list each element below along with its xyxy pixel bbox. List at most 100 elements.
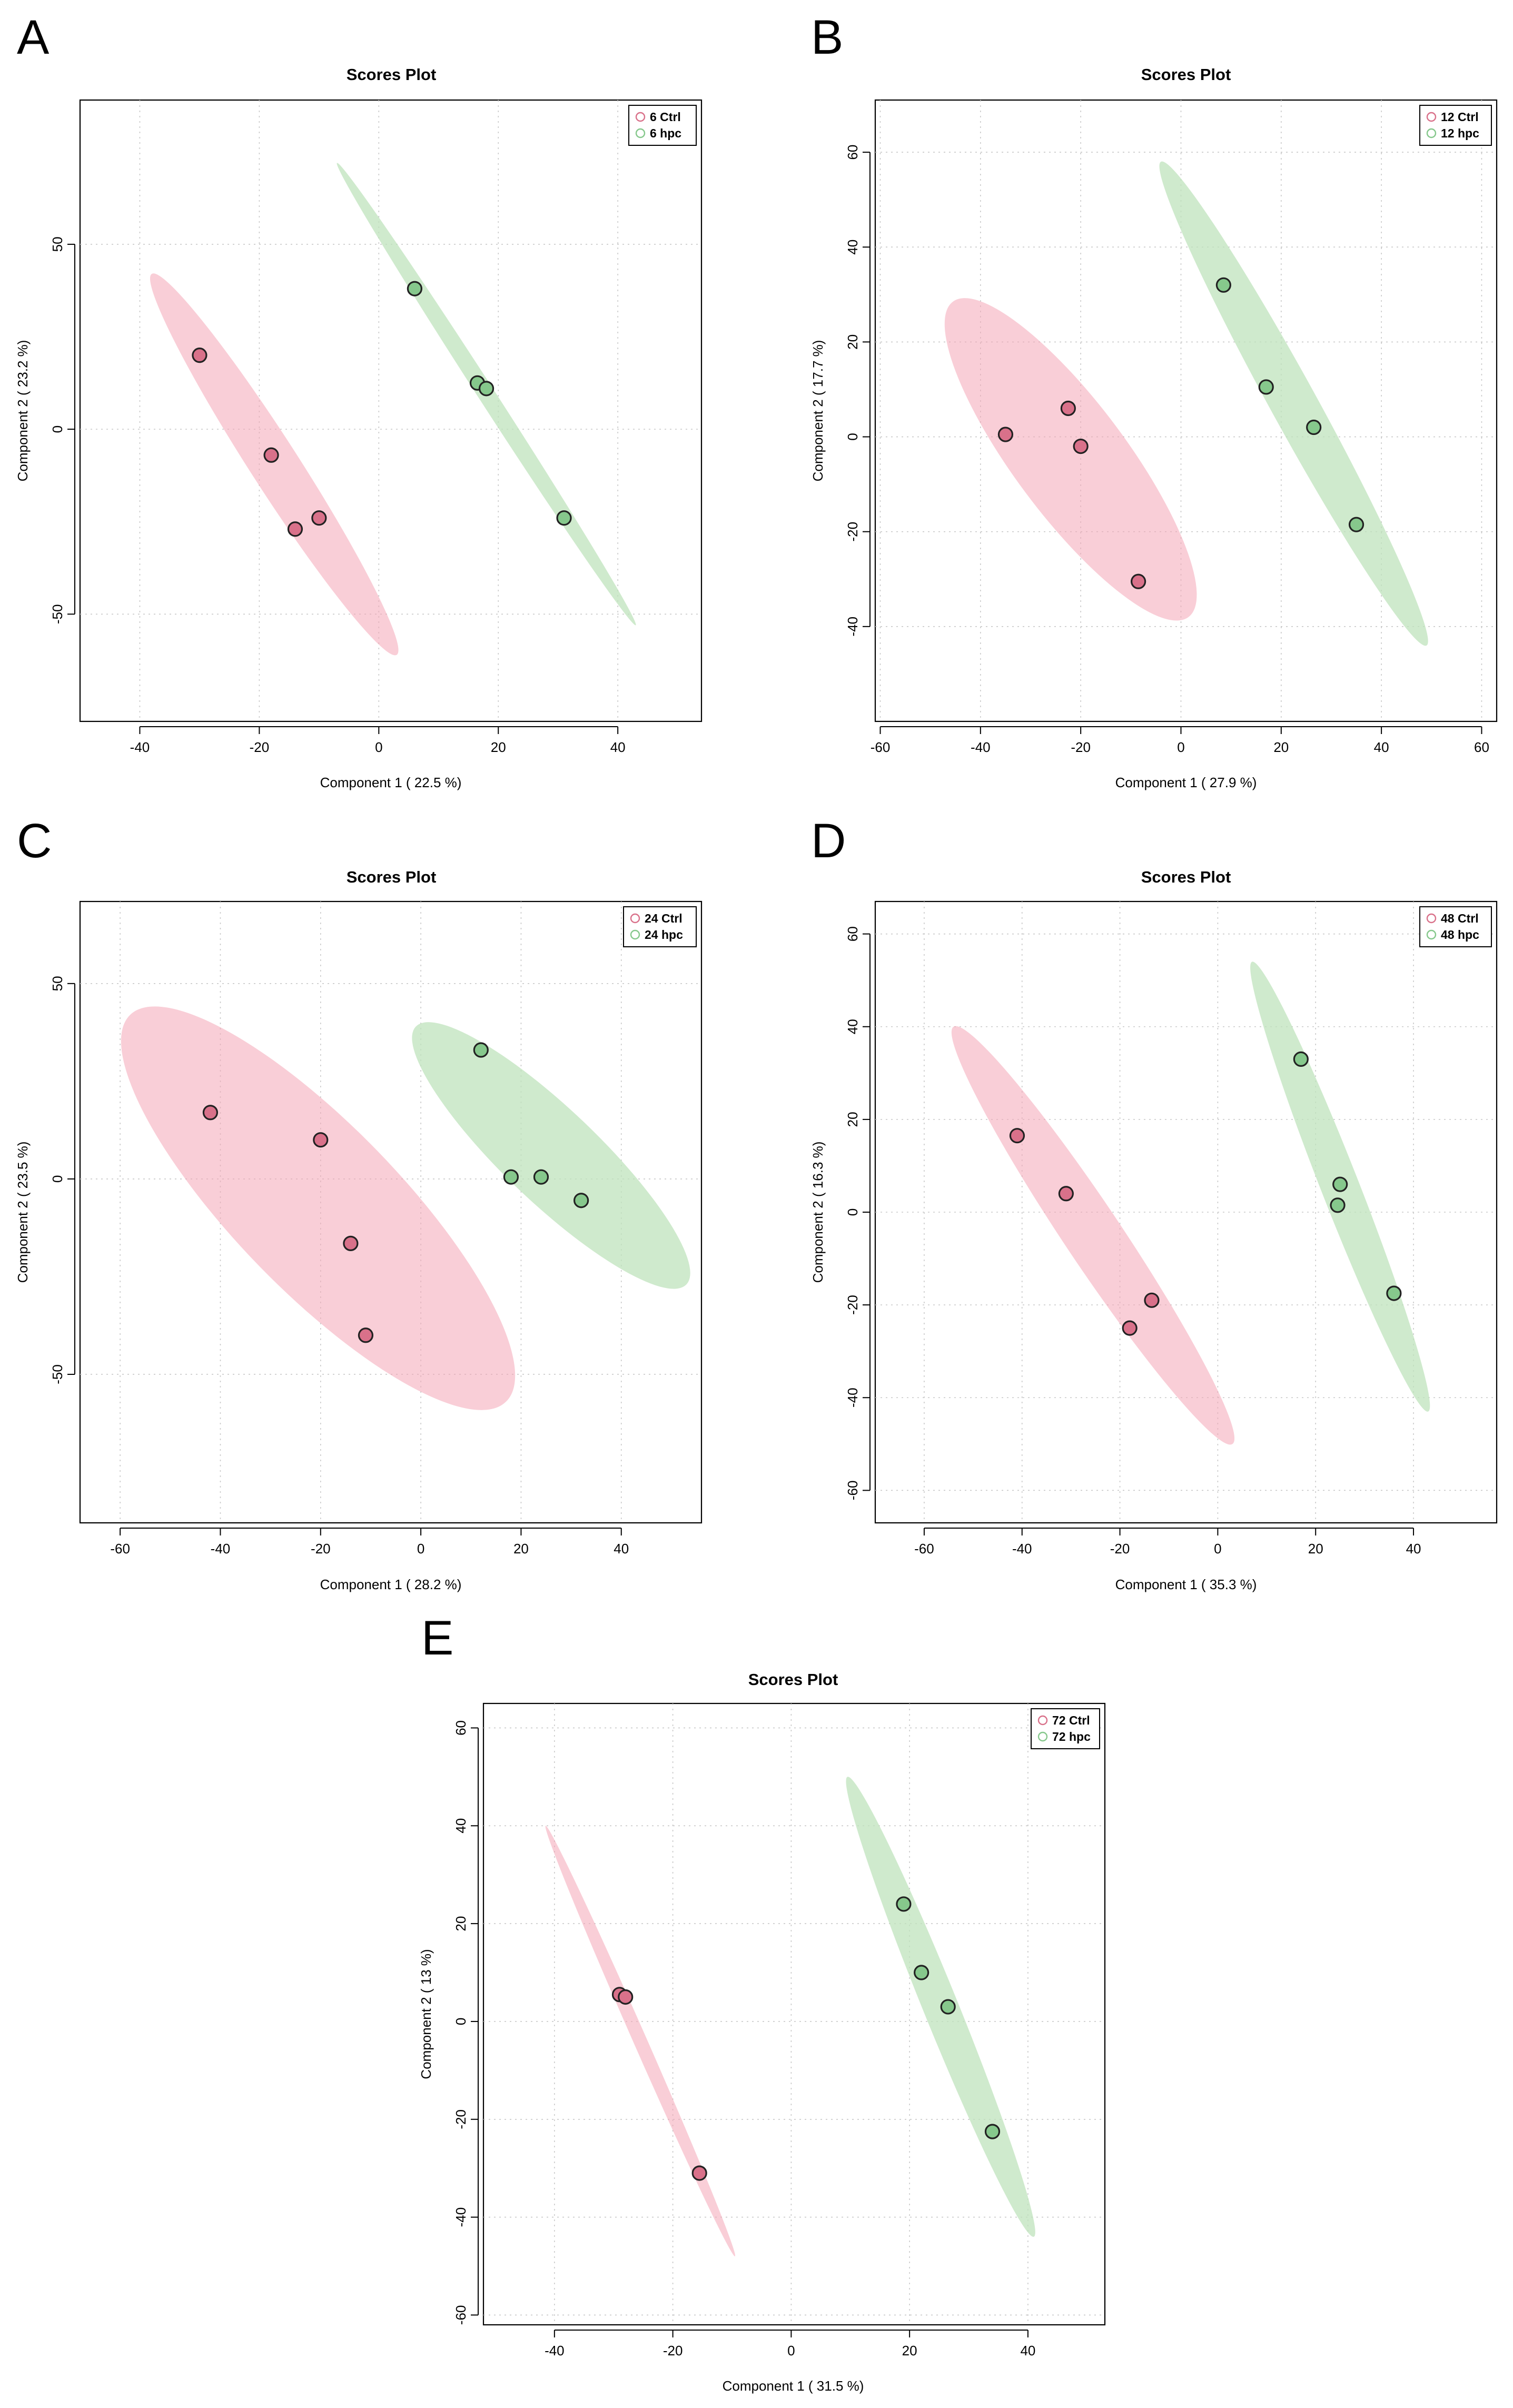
panel-d-hpc-point [1330, 1197, 1346, 1213]
panel-c-legend-box [623, 906, 697, 947]
panel-a-letter: A [17, 11, 50, 64]
panel-c-y-tick-label: -50 [50, 1364, 65, 1384]
panel-c-legend-hpc-marker [630, 929, 640, 940]
panel-e-x-tick-label: -40 [545, 2343, 565, 2359]
panel-c-letter: C [17, 814, 52, 868]
panel-a-x-tick-label: -40 [130, 739, 150, 755]
panel-a-hpc-point [407, 281, 422, 296]
panel-a-x-axis-title: Component 1 ( 22.5 %) [320, 775, 462, 790]
panel-c-y-tick-label: 0 [50, 1175, 65, 1183]
panel-b-hpc-point [1215, 277, 1231, 293]
panel-e-y-tick-label: 0 [453, 2018, 469, 2025]
panel-d-x-tick-label: -60 [914, 1541, 934, 1557]
panel-c-ctrl-point [358, 1327, 374, 1343]
panel-c-y-axis-title: Component 2 ( 23.5 %) [15, 1142, 31, 1283]
panel-a: A Scores Plot -40 -20 0 20 40 -50 0 50 Componen… [15, 11, 703, 790]
panel-a-ctrl-point [287, 521, 303, 537]
panel-d-legend: 48 Ctrl 48 hpc [1419, 906, 1492, 947]
panel-d-y-tick-label: 60 [845, 926, 861, 942]
panel-b-legend-hpc-label: 12 hpc [1441, 126, 1479, 140]
panel-b-ctrl-point [997, 427, 1014, 442]
panel-c-legend-ctrl-label: 24 Ctrl [645, 911, 683, 925]
panel-b-y-tick-label: 0 [845, 433, 861, 440]
panel-b-hpc-point [1306, 419, 1322, 435]
panel-b-x-tick-label: -60 [871, 739, 891, 755]
panel-c-y-tick-label: 50 [50, 976, 65, 991]
panel-e-y-tick-label: 20 [453, 1916, 469, 1931]
panel-b-ctrl-point [1130, 573, 1146, 589]
panel-c-x-tick-label: -60 [110, 1541, 130, 1557]
panel-e-legend-hpc-label: 72 hpc [1052, 1730, 1091, 1743]
panel-d-title: Scores Plot [1141, 868, 1231, 886]
panel-b-x-tick-label: 60 [1474, 739, 1489, 755]
panel-c: C Scores Plot -60 -40 -20 0 20 40 -50 0 50 Compo… [15, 814, 703, 1592]
panel-d-y-tick-label: -40 [845, 1388, 861, 1408]
panel-a-ctrl-ellipse [150, 273, 399, 656]
panel-c-x-tick-label: -40 [211, 1541, 231, 1557]
panel-d-x-tick-label: 40 [1406, 1541, 1421, 1557]
panel-d-y-tick-label: 20 [845, 1112, 861, 1127]
panel-a-legend-hpc-label: 6 hpc [650, 126, 681, 140]
panel-e-ctrl-point [618, 1989, 634, 2005]
panel-d: D Scores Plot -60 -40 -20 0 20 40 -60 -40 -20 0 20… [810, 814, 1498, 1592]
panel-a-hpc-point [556, 510, 572, 526]
panel-a-x-tick-label: 0 [375, 739, 382, 755]
panel-b-y-tick-label: 20 [845, 334, 861, 350]
panel-c-x-tick-label: 20 [513, 1541, 529, 1557]
panel-b-legend: 12 Ctrl 12 hpc [1419, 105, 1492, 146]
panel-d-hpc-point [1332, 1176, 1348, 1192]
panel-d-ctrl-ellipse [951, 1026, 1235, 1445]
panel-d-legend-ctrl-label: 48 Ctrl [1441, 911, 1479, 925]
panel-c-x-tick-label: -20 [311, 1541, 331, 1557]
panel-d-ctrl-point [1144, 1292, 1160, 1308]
panel-d-x-tick-label: -40 [1012, 1541, 1032, 1557]
panel-c-hpc-point [533, 1169, 549, 1185]
panel-c-legend-ctrl-marker [630, 913, 640, 924]
panel-d-y-tick-label: -20 [845, 1295, 861, 1315]
panel-b-title: Scores Plot [1141, 65, 1231, 84]
panel-d-y-tick-label: -60 [845, 1481, 861, 1501]
panel-e-y-axis-title: Component 2 ( 13 %) [418, 1949, 434, 2079]
panel-b-hpc-point [1258, 379, 1274, 395]
panel-e-letter: E [421, 1611, 453, 1665]
panel-b-legend-hpc-marker [1426, 128, 1437, 138]
panel-b-y-tick-label: -40 [845, 617, 861, 637]
panel-d-x-axis-title: Component 1 ( 35.3 %) [1115, 1577, 1257, 1592]
panel-e-y-tick-label: 60 [453, 1720, 469, 1736]
panel-d-legend-hpc-label: 48 hpc [1441, 928, 1479, 942]
panel-a-legend-box [628, 105, 697, 146]
panel-d-x-tick-label: -20 [1110, 1541, 1130, 1557]
panel-c-ctrl-ellipse [121, 1006, 516, 1410]
panel-a-ctrl-point [311, 510, 327, 526]
panel-d-legend-ctrl-marker [1426, 913, 1437, 924]
panel-d-ctrl-point [1009, 1128, 1025, 1144]
panel-e-y-tick-label: -60 [453, 2305, 469, 2325]
panel-e-legend-ctrl-marker [1037, 1715, 1048, 1726]
panel-b-ctrl-ellipse [944, 298, 1197, 621]
panel-c-legend: 24 Ctrl 24 hpc [623, 906, 697, 947]
panel-e-legend: 72 Ctrl 72 hpc [1031, 1708, 1100, 1749]
panel-c-plot-frame [79, 900, 703, 1524]
panel-e-title: Scores Plot [748, 1670, 838, 1689]
panel-c-hpc-point [473, 1042, 489, 1058]
panel-b-plot-frame [874, 99, 1498, 722]
panel-b-y-tick-label: -20 [845, 522, 861, 542]
panel-e-x-tick-label: 40 [1020, 2343, 1035, 2359]
panel-d-x-tick-label: 20 [1308, 1541, 1323, 1557]
panel-a-y-tick-label: 0 [50, 425, 65, 433]
panel-d-legend-hpc-marker [1426, 929, 1437, 940]
panel-b-hpc-point [1348, 517, 1364, 532]
panel-e-ctrl-ellipse [545, 1826, 736, 2256]
panel-d-legend-box [1419, 906, 1492, 947]
panel-d-ctrl-point [1122, 1320, 1138, 1336]
panel-a-y-axis-title: Component 2 ( 23.2 %) [15, 340, 31, 482]
panel-c-hpc-ellipse [412, 1022, 690, 1289]
panel-c-x-axis-title: Component 1 ( 28.2 %) [320, 1577, 462, 1592]
panel-e-legend-hpc-marker [1037, 1731, 1048, 1742]
panel-b-x-axis-title: Component 1 ( 27.9 %) [1115, 775, 1257, 790]
panel-c-x-tick-label: 0 [417, 1541, 424, 1557]
panel-b-y-tick-label: 40 [845, 240, 861, 255]
panel-e-x-tick-label: 20 [902, 2343, 917, 2359]
panel-b-x-tick-label: 0 [1177, 739, 1184, 755]
